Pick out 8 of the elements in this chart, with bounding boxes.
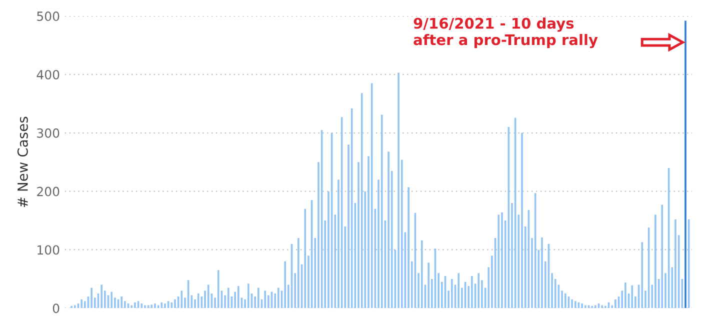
y-axis-title: # New Cases [17, 116, 28, 208]
y-tick-label: 400 [36, 70, 60, 80]
y-tick-label: 100 [38, 245, 60, 255]
y-tick-label: 0 [52, 304, 60, 314]
y-tick-label: 200 [37, 186, 60, 196]
annotation: 9/16/2021 - 10 days after a pro-Trump rally [414, 18, 598, 48]
y-tick-label: 300 [37, 128, 60, 138]
y-tick-label: 500 [37, 12, 60, 21]
